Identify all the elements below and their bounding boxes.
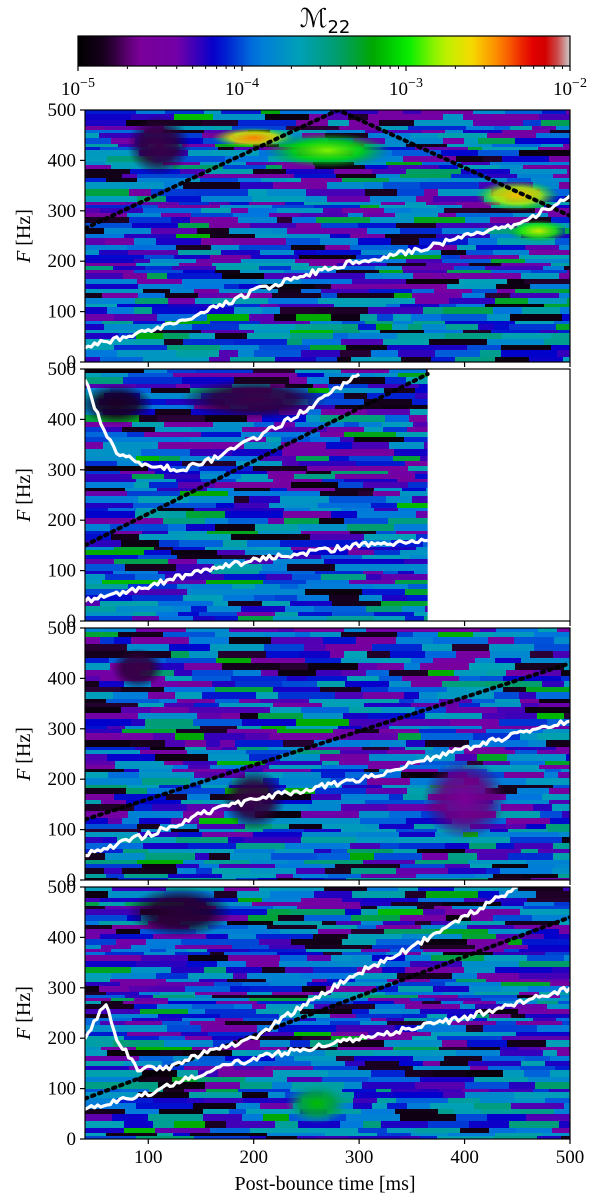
x-tick-label: 400 xyxy=(450,1147,479,1168)
white-frequency-curve xyxy=(85,985,570,1111)
x-tick-label: 200 xyxy=(239,1147,268,1168)
y-axis-label: F [Hz] xyxy=(13,468,35,523)
spectrogram-heatmap xyxy=(85,110,570,362)
panel-1: 0 100 200 300 400 500 F [Hz] xyxy=(13,100,571,373)
y-tick-label: 300 xyxy=(48,978,77,999)
y-tick-label: 500 xyxy=(48,877,77,898)
dotted-line xyxy=(85,372,430,548)
y-tick-label: 200 xyxy=(48,251,77,272)
y-tick-label: 100 xyxy=(48,302,77,323)
y-tick-label: 100 xyxy=(48,561,77,582)
y-tick-label: 200 xyxy=(48,510,77,531)
y-tick-label: 300 xyxy=(48,719,77,740)
y-tick-label: 300 xyxy=(48,201,77,222)
white-frequency-curve xyxy=(85,719,570,858)
y-tick-label: 0 xyxy=(67,352,77,373)
x-tick-label: 100 xyxy=(134,1147,163,1168)
y-tick-label: 400 xyxy=(48,150,77,171)
x-tick-label: 500 xyxy=(556,1147,585,1168)
x-axis-label: Post-bounce time [ms] xyxy=(234,1173,415,1195)
y-axis-label: F [Hz] xyxy=(13,727,35,782)
spectrogram-heatmap xyxy=(85,369,430,621)
white-frequency-curve xyxy=(85,372,361,473)
colorbar xyxy=(77,35,571,67)
y-tick-label: 100 xyxy=(48,820,77,841)
y-tick-label: 400 xyxy=(48,927,77,948)
y-axis-label: F [Hz] xyxy=(13,986,35,1041)
white-frequency-curve xyxy=(85,537,428,604)
panel-frame xyxy=(84,627,571,881)
panel-frame xyxy=(84,109,571,363)
y-axis-label: F [Hz] xyxy=(13,209,35,264)
y-tick-label: 500 xyxy=(48,359,77,380)
colorbar-tick-label: 10−5 xyxy=(61,76,95,100)
panel-2: 0 100 200 300 400 500 F [Hz] xyxy=(13,359,571,632)
y-tick-label: 200 xyxy=(48,769,77,790)
y-tick-label: 500 xyxy=(48,618,77,639)
colorbar-tick-label: 10−3 xyxy=(389,76,423,100)
heat-blob xyxy=(264,132,391,168)
y-tick-label: 100 xyxy=(48,1079,77,1100)
heat-blob xyxy=(506,219,570,243)
y-tick-label: 0 xyxy=(67,870,77,891)
heat-blob xyxy=(127,115,191,176)
x-tick-label: 300 xyxy=(345,1147,374,1168)
colorbar-ticks: 10−5 10−4 10−3 10−2 xyxy=(61,66,587,100)
white-frequency-curve xyxy=(85,887,518,1073)
y-tick-label: 400 xyxy=(48,409,77,430)
dotted-line xyxy=(85,110,570,231)
y-tick-label: 0 xyxy=(67,611,77,632)
panels: 0 100 200 300 400 500 F [Hz] 0 100 200 300 400 500 F … xyxy=(13,100,584,1168)
heat-blob xyxy=(422,759,507,840)
dotted-line xyxy=(85,661,570,822)
heat-blob xyxy=(475,180,560,211)
heat-blob xyxy=(179,379,328,420)
colorbar-title: ℳ22 xyxy=(300,4,351,38)
y-tick-label: 400 xyxy=(48,668,77,689)
y-tick-label: 300 xyxy=(48,460,77,481)
colorbar-tick-label: 10−4 xyxy=(225,76,259,100)
heat-blob xyxy=(85,384,154,425)
spectrogram-heatmap xyxy=(85,887,570,1139)
heat-blob xyxy=(285,1083,349,1124)
heat-blob xyxy=(111,648,165,689)
heat-blob xyxy=(127,887,233,938)
panel-frame xyxy=(84,368,571,622)
y-tick-label: 500 xyxy=(48,100,77,121)
white-frequency-curve xyxy=(85,194,570,350)
panel-3: 0 100 200 300 400 500 F [Hz] xyxy=(13,618,571,891)
panel-frame xyxy=(84,886,571,1140)
panel-4: 0 100 200 300 400 500 F [Hz] 100 200 300 400 500 xyxy=(13,877,584,1168)
spectrogram-heatmap xyxy=(85,628,570,880)
colorbar-tick-label: 10−2 xyxy=(553,76,587,100)
y-tick-label: 200 xyxy=(48,1028,77,1049)
y-tick-label: 0 xyxy=(67,1129,77,1150)
